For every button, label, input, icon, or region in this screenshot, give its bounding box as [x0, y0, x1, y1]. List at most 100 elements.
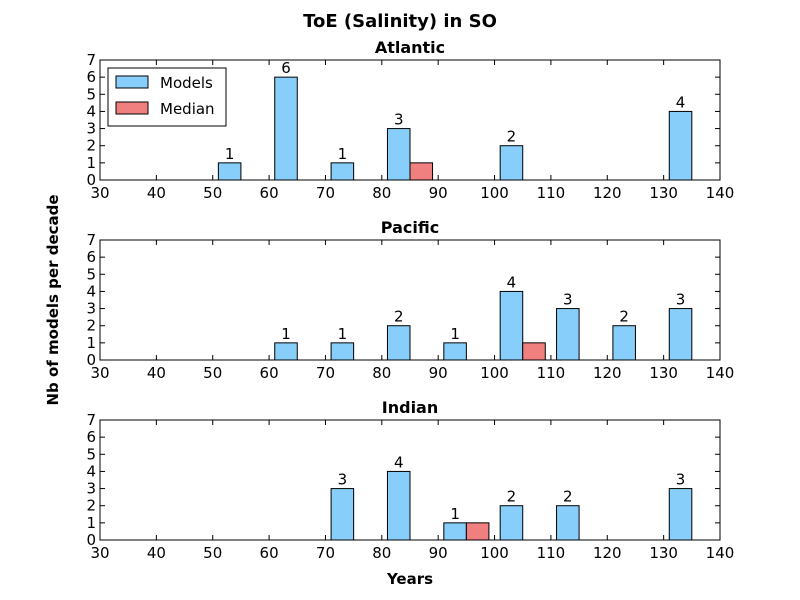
x-tick-label: 120: [593, 184, 622, 202]
y-tick-label: 3: [86, 300, 96, 318]
bar-value-label: 3: [338, 471, 348, 489]
axes-frame: [99, 419, 721, 541]
x-tick-label: 60: [260, 544, 279, 562]
y-tick-label: 0: [86, 171, 96, 189]
model-bar: [330, 342, 355, 361]
x-tick-label: 60: [260, 364, 279, 382]
x-tick-label: 50: [203, 364, 222, 382]
y-tick-label: 1: [86, 334, 96, 352]
model-bar: [330, 162, 355, 181]
model-bar: [556, 308, 580, 361]
x-tick-label: 70: [316, 184, 335, 202]
legend-swatch: [115, 101, 149, 115]
model-bar: [443, 522, 467, 541]
y-tick-label: 7: [86, 411, 96, 429]
x-tick-label: 80: [372, 184, 391, 202]
model-bar: [612, 325, 636, 361]
bar-value-label: 3: [676, 291, 686, 309]
y-tick-label: 2: [86, 137, 96, 155]
x-tick-label: 30: [90, 364, 109, 382]
legend-label: Models: [160, 74, 213, 92]
axes-frame: [99, 239, 721, 361]
x-tick-label: 90: [429, 184, 448, 202]
x-tick-label: 90: [429, 544, 448, 562]
bar-value-label: 2: [507, 128, 517, 146]
x-tick-label: 70: [316, 364, 335, 382]
x-tick-label: 50: [203, 184, 222, 202]
y-tick-label: 5: [86, 445, 96, 463]
bar-value-label: 2: [507, 488, 517, 506]
model-bar: [668, 308, 693, 361]
x-tick-label: 140: [706, 544, 735, 562]
y-tick-label: 2: [86, 317, 96, 335]
bar-value-label: 2: [394, 308, 404, 326]
x-tick-label: 130: [649, 364, 678, 382]
y-tick-label: 4: [86, 102, 96, 120]
model-bar: [386, 470, 411, 541]
y-tick-label: 2: [86, 497, 96, 515]
bar-value-label: 1: [450, 505, 460, 523]
x-tick-label: 110: [537, 544, 566, 562]
bar-value-label: 3: [394, 111, 404, 129]
y-tick-label: 3: [86, 480, 96, 498]
model-bar: [556, 505, 580, 541]
model-bar: [217, 162, 242, 181]
x-tick-label: 80: [372, 364, 391, 382]
x-tick-label: 80: [372, 544, 391, 562]
x-tick-label: 100: [480, 184, 509, 202]
x-tick-label: 120: [593, 544, 622, 562]
median-bar: [465, 522, 490, 541]
y-tick-label: 5: [86, 265, 96, 283]
median-bar: [522, 342, 546, 361]
x-tick-label: 60: [260, 184, 279, 202]
y-tick-label: 6: [86, 428, 96, 446]
panel-title: Indian: [382, 398, 438, 417]
bar-value-label: 1: [338, 325, 348, 343]
bar-value-label: 4: [507, 273, 517, 291]
chart-title: ToE (Salinity) in SO: [303, 11, 497, 32]
legend: Models Median: [107, 67, 227, 127]
model-bar: [386, 325, 411, 361]
x-tick-label: 90: [429, 364, 448, 382]
y-tick-label: 7: [86, 231, 96, 249]
y-tick-label: 4: [86, 462, 96, 480]
x-tick-label: 30: [90, 544, 109, 562]
x-axis-label: Years: [386, 570, 433, 588]
y-tick-label: 6: [86, 68, 96, 86]
bar-value-label: 1: [225, 145, 235, 163]
median-bar: [409, 162, 434, 181]
x-tick-label: 130: [649, 544, 678, 562]
bar-value-label: 1: [281, 325, 291, 343]
bar-value-label: 1: [338, 145, 348, 163]
panel-title: Pacific: [381, 218, 439, 237]
y-tick-label: 5: [86, 85, 96, 103]
bar-value-label: 6: [281, 59, 291, 77]
x-tick-label: 100: [480, 364, 509, 382]
bar-value-label: 3: [676, 471, 686, 489]
y-tick-label: 0: [86, 351, 96, 369]
y-axis-label: Nb of models per decade: [44, 194, 62, 405]
bar-value-label: 4: [676, 93, 686, 111]
x-tick-label: 100: [480, 544, 509, 562]
x-tick-label: 110: [537, 364, 566, 382]
x-tick-label: 130: [649, 184, 678, 202]
x-tick-label: 140: [706, 184, 735, 202]
y-tick-label: 6: [86, 248, 96, 266]
legend-swatch: [115, 75, 149, 89]
model-bar: [499, 290, 524, 361]
model-bar: [668, 110, 693, 181]
x-tick-label: 50: [203, 544, 222, 562]
y-tick-label: 0: [86, 531, 96, 549]
bar-value-label: 4: [394, 453, 404, 471]
model-bar: [330, 488, 355, 541]
y-tick-label: 1: [86, 154, 96, 172]
x-tick-label: 40: [147, 544, 166, 562]
bar-value-label: 2: [619, 308, 629, 326]
bar-value-label: 3: [563, 291, 573, 309]
legend-label: Median: [160, 100, 215, 118]
